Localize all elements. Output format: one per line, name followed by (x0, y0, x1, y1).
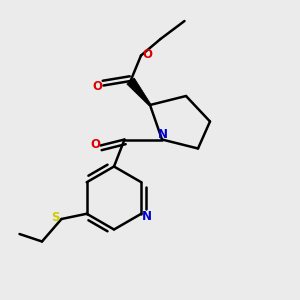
Text: N: N (158, 128, 168, 141)
Polygon shape (127, 78, 151, 106)
Text: O: O (142, 47, 153, 61)
Text: O: O (92, 80, 102, 93)
Text: N: N (142, 210, 152, 223)
Text: O: O (90, 138, 100, 152)
Text: S: S (51, 211, 59, 224)
